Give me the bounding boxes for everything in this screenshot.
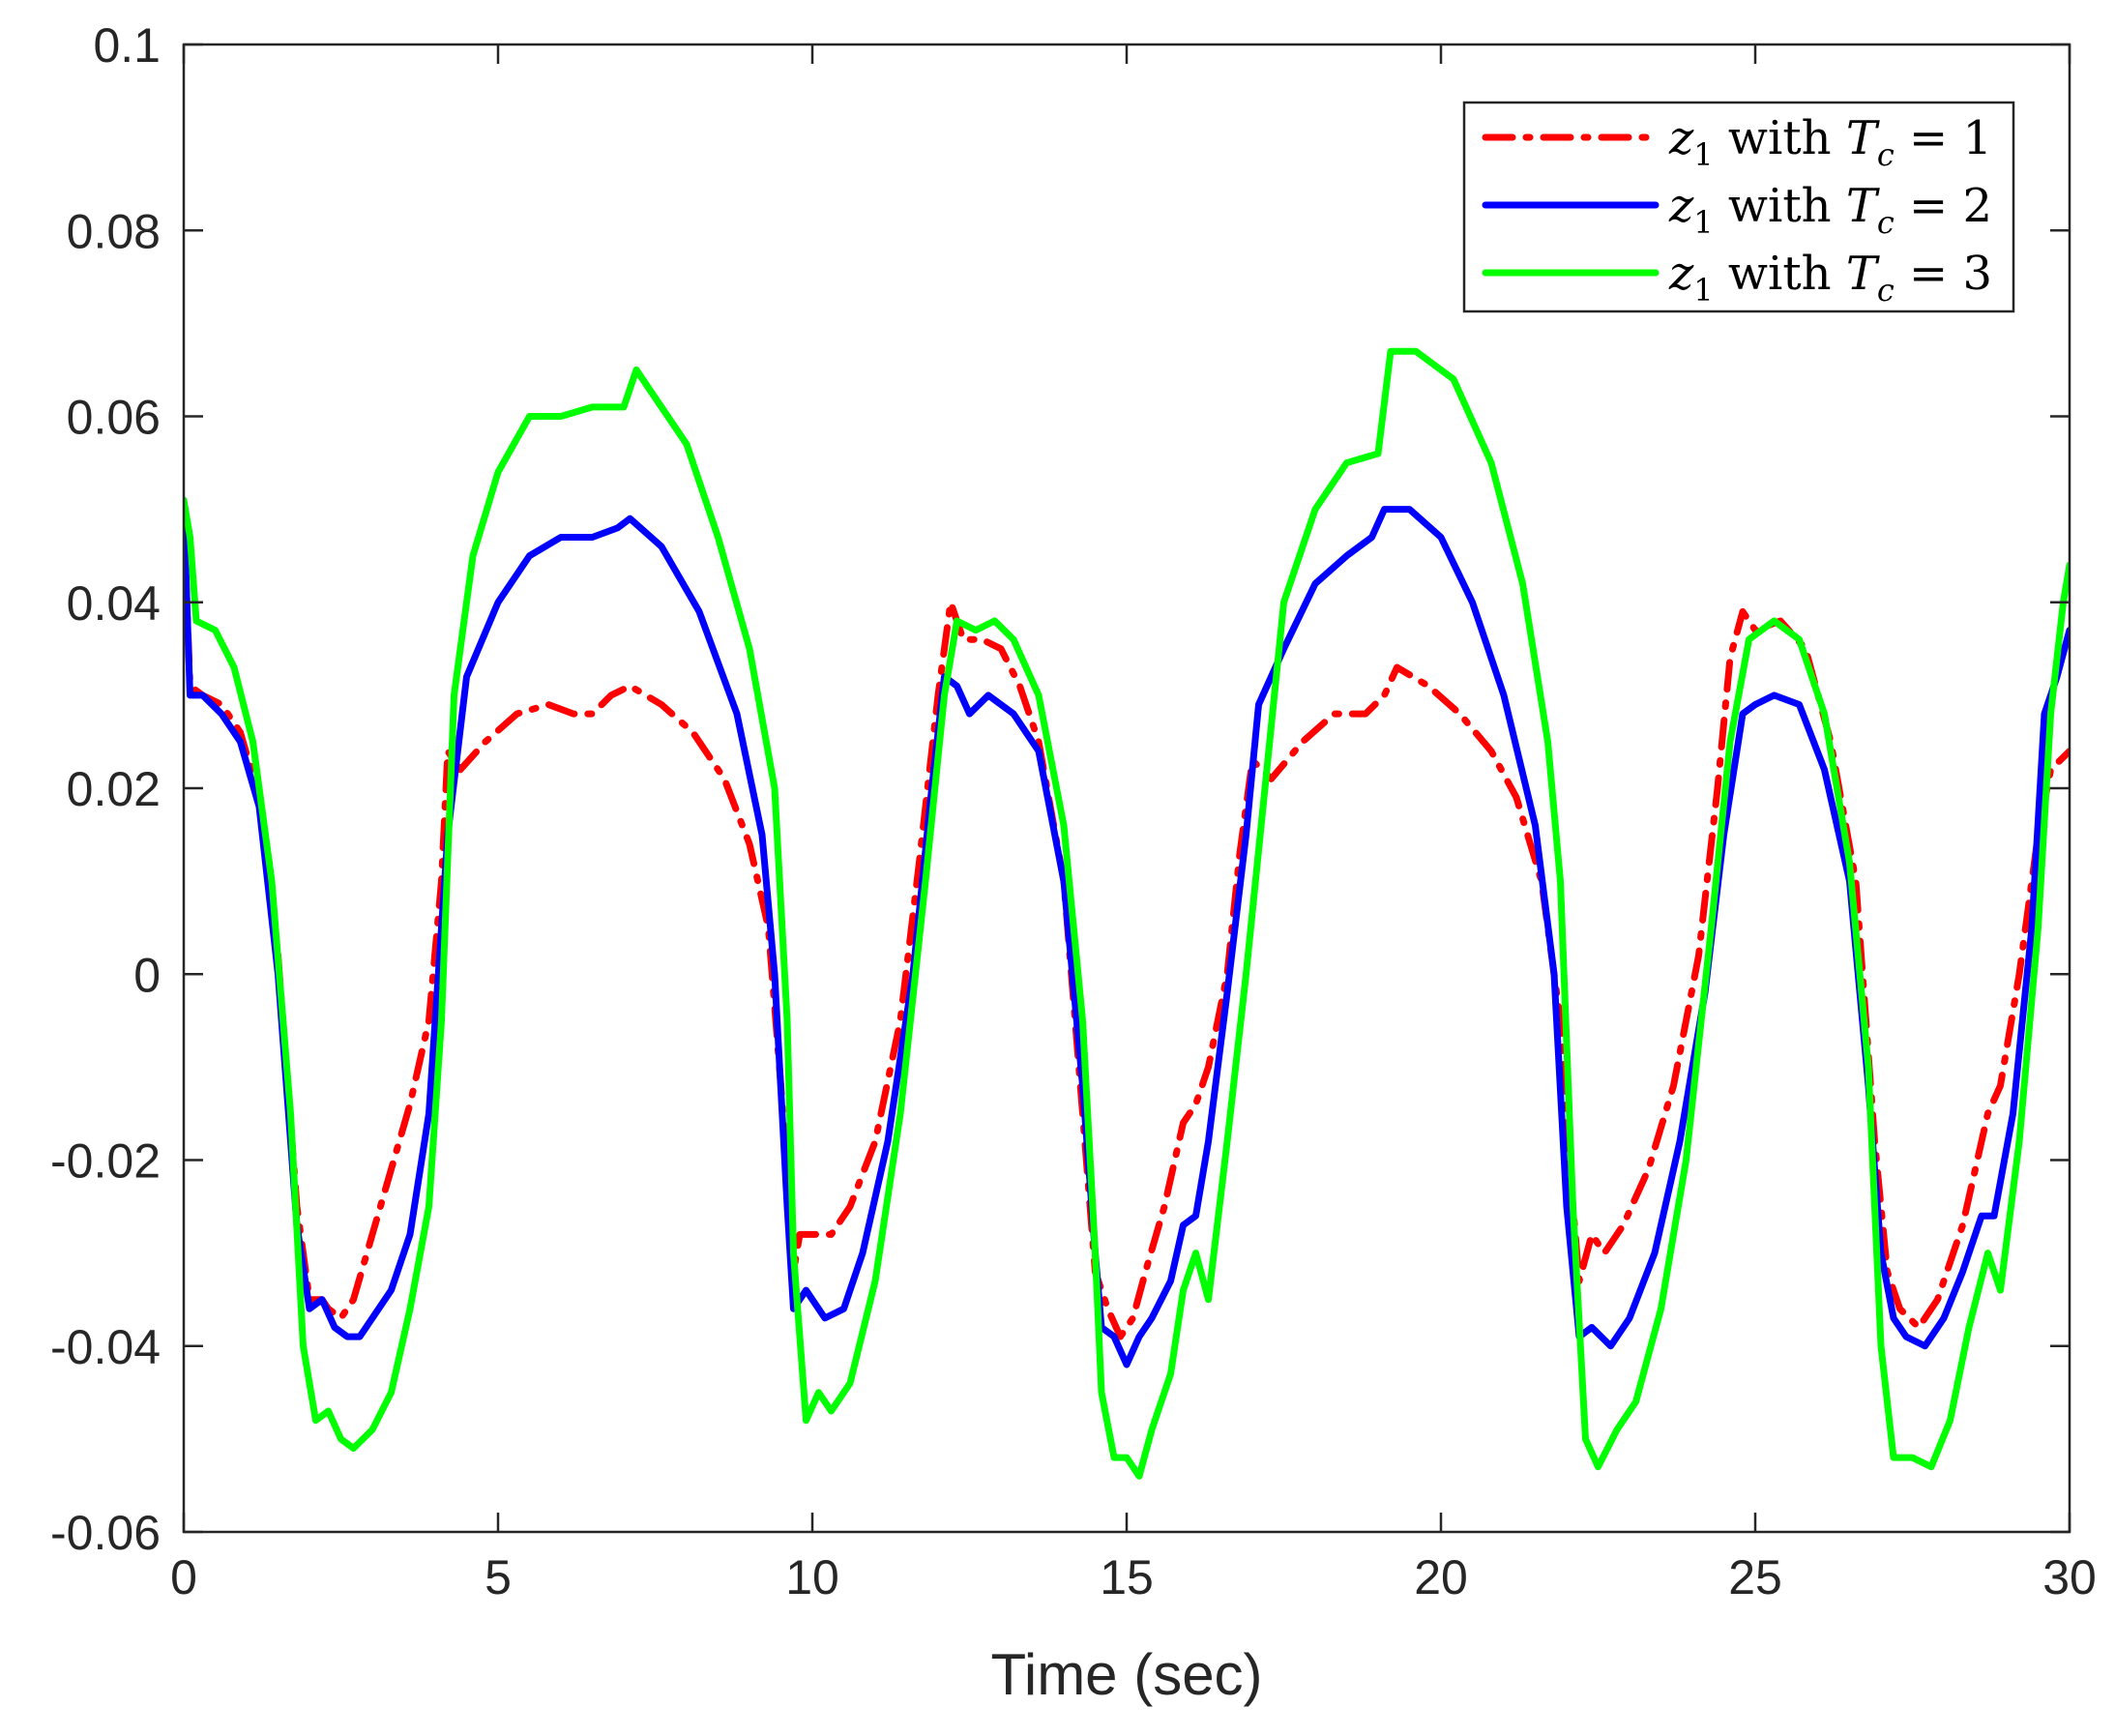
y-tick-label: 0.08 bbox=[67, 204, 161, 258]
legend-label-2: z1 with Tc = 2 bbox=[1668, 179, 1992, 241]
x-tick-label: 20 bbox=[1414, 1550, 1468, 1604]
legend-part-var: z bbox=[1668, 179, 1694, 233]
legend-part-param-sub: c bbox=[1877, 204, 1895, 241]
legend-label-1: z1 with Tc = 1 bbox=[1668, 111, 1992, 173]
x-tick-label: 5 bbox=[485, 1550, 512, 1604]
legend-part-sub: 1 bbox=[1693, 136, 1713, 173]
legend-part-mid: with bbox=[1714, 247, 1846, 301]
legend-part-value: = 2 bbox=[1895, 179, 1992, 233]
ticks-layer: 0 5 10 15 20 25 30 -0.06 -0.04 -0.02 0 0.02 0.04 0.06… bbox=[50, 18, 2097, 1604]
legend-part-param: T bbox=[1846, 179, 1880, 233]
series-line-1 bbox=[184, 515, 2070, 1340]
legend-part-value: = 1 bbox=[1895, 111, 1992, 165]
y-tick-label: 0 bbox=[133, 948, 161, 1002]
legend-part-param: T bbox=[1846, 111, 1880, 165]
x-tick-label: 10 bbox=[785, 1550, 839, 1604]
y-tick-label: -0.06 bbox=[50, 1506, 161, 1560]
y-tick-label: 0.06 bbox=[67, 391, 161, 445]
legend-part-param: T bbox=[1846, 247, 1880, 301]
y-tick-label: 0.02 bbox=[67, 762, 161, 816]
legend-label-3: z1 with Tc = 3 bbox=[1668, 247, 1992, 309]
legend: z1 with Tc = 1z1 with Tc = 2z1 with Tc =… bbox=[1462, 101, 2015, 313]
x-tick-label: 25 bbox=[1728, 1550, 1782, 1604]
series-line-2 bbox=[184, 506, 2070, 1368]
x-tick-label: 15 bbox=[1100, 1550, 1154, 1604]
legend-part-value: = 3 bbox=[1895, 247, 1992, 301]
series-line-3 bbox=[184, 347, 2070, 1480]
legend-part-var: z bbox=[1668, 247, 1694, 301]
y-tick-label: -0.04 bbox=[50, 1320, 161, 1374]
y-tick-label: 0.04 bbox=[67, 576, 161, 631]
legend-part-param-sub: c bbox=[1877, 272, 1895, 309]
legend-part-mid: with bbox=[1714, 179, 1846, 233]
y-tick-label: 0.1 bbox=[93, 18, 161, 73]
x-tick-label: 0 bbox=[170, 1550, 197, 1604]
legend-part-sub: 1 bbox=[1693, 204, 1713, 241]
series-layer bbox=[184, 347, 2070, 1480]
legend-part-sub: 1 bbox=[1693, 272, 1713, 309]
legend-part-var: z bbox=[1668, 111, 1694, 165]
x-axis-label: Time (sec) bbox=[990, 1642, 1262, 1707]
x-tick-label: 30 bbox=[2042, 1550, 2097, 1604]
y-tick-label: -0.02 bbox=[50, 1134, 161, 1189]
legend-part-param-sub: c bbox=[1877, 136, 1895, 173]
legend-part-mid: with bbox=[1714, 111, 1846, 165]
